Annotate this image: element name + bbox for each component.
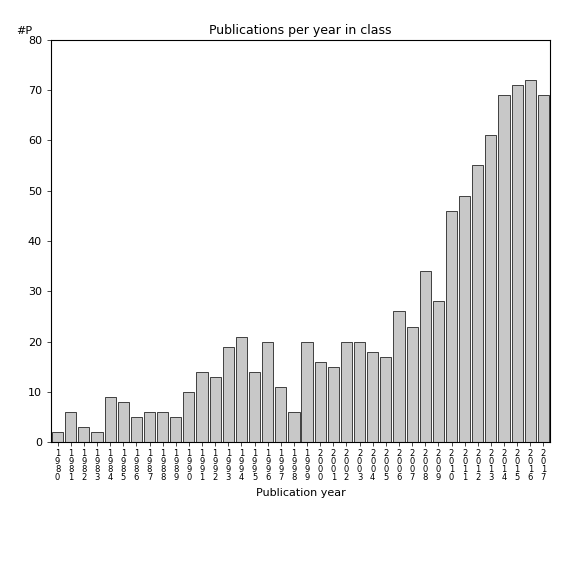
Bar — [393, 311, 405, 442]
Bar — [157, 412, 168, 442]
Bar — [354, 341, 365, 442]
Bar — [407, 327, 418, 442]
Bar — [341, 341, 352, 442]
Bar — [459, 196, 470, 442]
Bar — [78, 427, 90, 442]
Bar — [446, 211, 457, 442]
Bar — [210, 377, 221, 442]
Bar — [131, 417, 142, 442]
Bar — [538, 95, 549, 442]
Bar — [249, 372, 260, 442]
Bar — [380, 357, 391, 442]
Title: Publications per year in class: Publications per year in class — [209, 24, 392, 37]
Bar — [275, 387, 286, 442]
Bar — [433, 302, 444, 442]
Bar — [144, 412, 155, 442]
Bar — [104, 397, 116, 442]
Bar — [65, 412, 77, 442]
Bar — [498, 95, 510, 442]
Bar — [52, 432, 63, 442]
Bar — [524, 80, 536, 442]
Bar — [183, 392, 194, 442]
Bar — [289, 412, 299, 442]
Bar — [236, 337, 247, 442]
Bar — [302, 341, 312, 442]
Bar — [511, 85, 523, 442]
Bar — [91, 432, 103, 442]
Bar — [472, 166, 483, 442]
Bar — [485, 136, 497, 442]
Bar — [170, 417, 181, 442]
Bar — [118, 402, 129, 442]
Bar — [262, 341, 273, 442]
Text: #P: #P — [16, 26, 32, 36]
Bar — [223, 346, 234, 442]
Bar — [196, 372, 208, 442]
Bar — [328, 367, 339, 442]
X-axis label: Publication year: Publication year — [256, 488, 345, 498]
Bar — [367, 352, 378, 442]
Bar — [420, 271, 431, 442]
Bar — [315, 362, 326, 442]
